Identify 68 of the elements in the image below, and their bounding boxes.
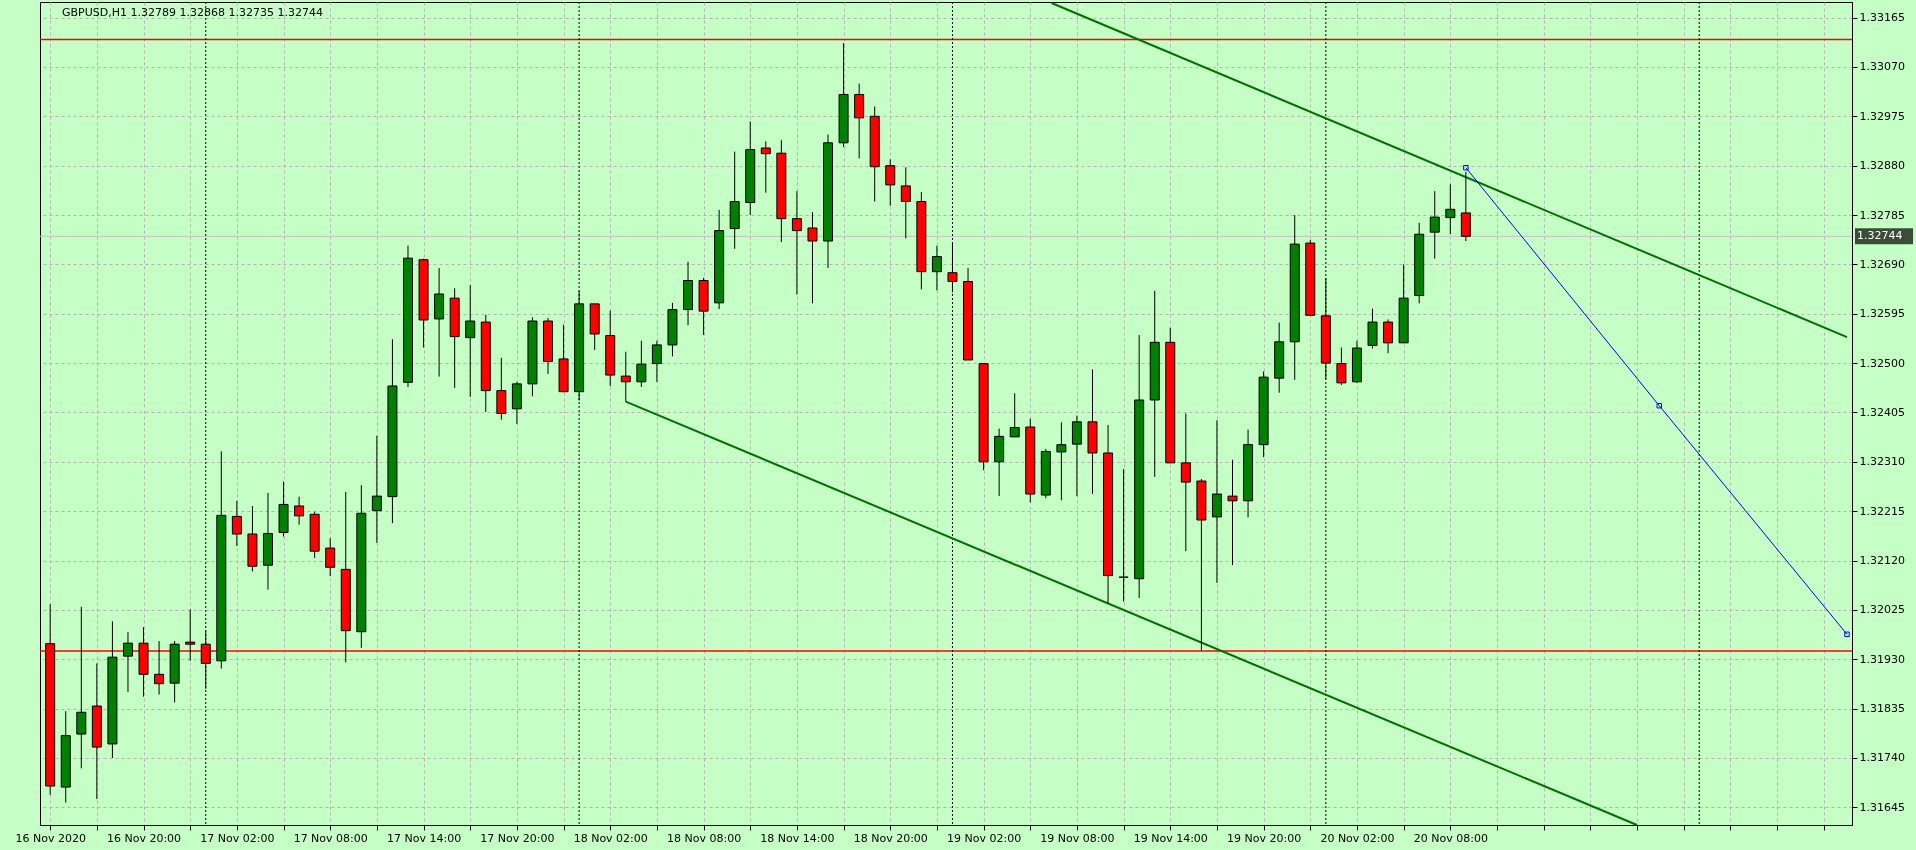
y-tick-label: 1.33070	[1859, 60, 1905, 74]
candlestick	[1367, 308, 1378, 350]
candlestick	[294, 496, 305, 526]
candlestick	[900, 166, 911, 239]
y-tick-label: 1.32785	[1859, 208, 1905, 222]
candlestick	[931, 245, 942, 291]
candlestick	[1009, 392, 1020, 438]
candlestick	[1460, 171, 1471, 242]
candlestick	[231, 500, 242, 547]
y-tick-label: 1.31930	[1859, 652, 1905, 666]
candlestick	[371, 435, 382, 544]
x-tick-label: 17 Nov 02:00	[200, 831, 275, 845]
y-tick-label: 1.32215	[1859, 504, 1905, 518]
ref-line-label: 1.32744	[1857, 229, 1903, 243]
x-tick-label: 17 Nov 08:00	[293, 831, 368, 845]
candlestick	[1071, 415, 1082, 497]
y-tick-label: 1.32025	[1859, 603, 1905, 617]
candlestick	[1383, 318, 1394, 354]
x-tick-label: 18 Nov 20:00	[853, 831, 928, 845]
candlestick	[651, 340, 662, 383]
x-tick-label: 17 Nov 20:00	[480, 831, 555, 845]
candlestick	[1056, 421, 1067, 501]
y-tick-label: 1.32690	[1859, 257, 1905, 271]
x-tick-label: 17 Nov 14:00	[386, 831, 462, 845]
x-tick-label: 19 Nov 20:00	[1227, 831, 1302, 845]
y-tick-label: 1.32405	[1859, 405, 1905, 419]
point	[1463, 165, 1469, 171]
candlestick	[325, 537, 336, 577]
y-tick-label: 1.32880	[1859, 159, 1905, 173]
candlestick	[76, 606, 87, 769]
x-tick-label: 20 Nov 02:00	[1320, 831, 1395, 845]
candlestick	[1211, 419, 1222, 584]
y-tick-label: 1.32975	[1859, 109, 1905, 123]
x-tick-label: 19 Nov 14:00	[1133, 831, 1208, 845]
x-tick-label: 20 Nov 08:00	[1413, 831, 1488, 845]
y-tick-label: 1.31645	[1859, 800, 1905, 814]
y-tick-label: 1.32595	[1859, 307, 1905, 321]
candlestick	[620, 351, 631, 403]
y-tick-label: 1.31740	[1859, 751, 1905, 765]
x-tick-label: 16 Nov 2020	[15, 831, 86, 845]
x-tick-label: 18 Nov 08:00	[666, 831, 742, 845]
candlestick	[760, 140, 771, 194]
chart-title: GBPUSD,H1 1.32789 1.32868 1.32735 1.32744	[62, 6, 323, 19]
candlestick	[496, 357, 507, 421]
candlestick	[1180, 413, 1191, 552]
x-tick-label: 16 Nov 20:00	[106, 831, 182, 845]
candlestick	[885, 158, 896, 207]
candlestick	[1336, 347, 1347, 386]
candlestick	[791, 190, 802, 296]
candlestick	[1429, 190, 1440, 260]
x-tick-label: 19 Nov 08:00	[1040, 831, 1115, 845]
candlestick	[465, 284, 476, 398]
y-tick-label: 1.33165	[1859, 11, 1905, 25]
y-tick-label: 1.31835	[1859, 702, 1905, 716]
candlestick	[1227, 459, 1238, 566]
x-tick-label: 18 Nov 02:00	[573, 831, 648, 845]
y-tick-label: 1.32310	[1859, 455, 1905, 469]
x-tick-label: 19 Nov 02:00	[947, 831, 1022, 845]
point	[1656, 402, 1663, 409]
y-tick-label: 1.32120	[1859, 554, 1905, 568]
candlestick	[636, 340, 647, 388]
y-tick-label: 1.32500	[1859, 356, 1905, 370]
point	[1844, 631, 1850, 638]
candlestick	[807, 211, 818, 304]
candlestick	[854, 83, 865, 159]
x-tick-label: 18 Nov 14:00	[760, 831, 835, 845]
candlestick	[122, 631, 133, 693]
candlestick	[1445, 183, 1456, 235]
